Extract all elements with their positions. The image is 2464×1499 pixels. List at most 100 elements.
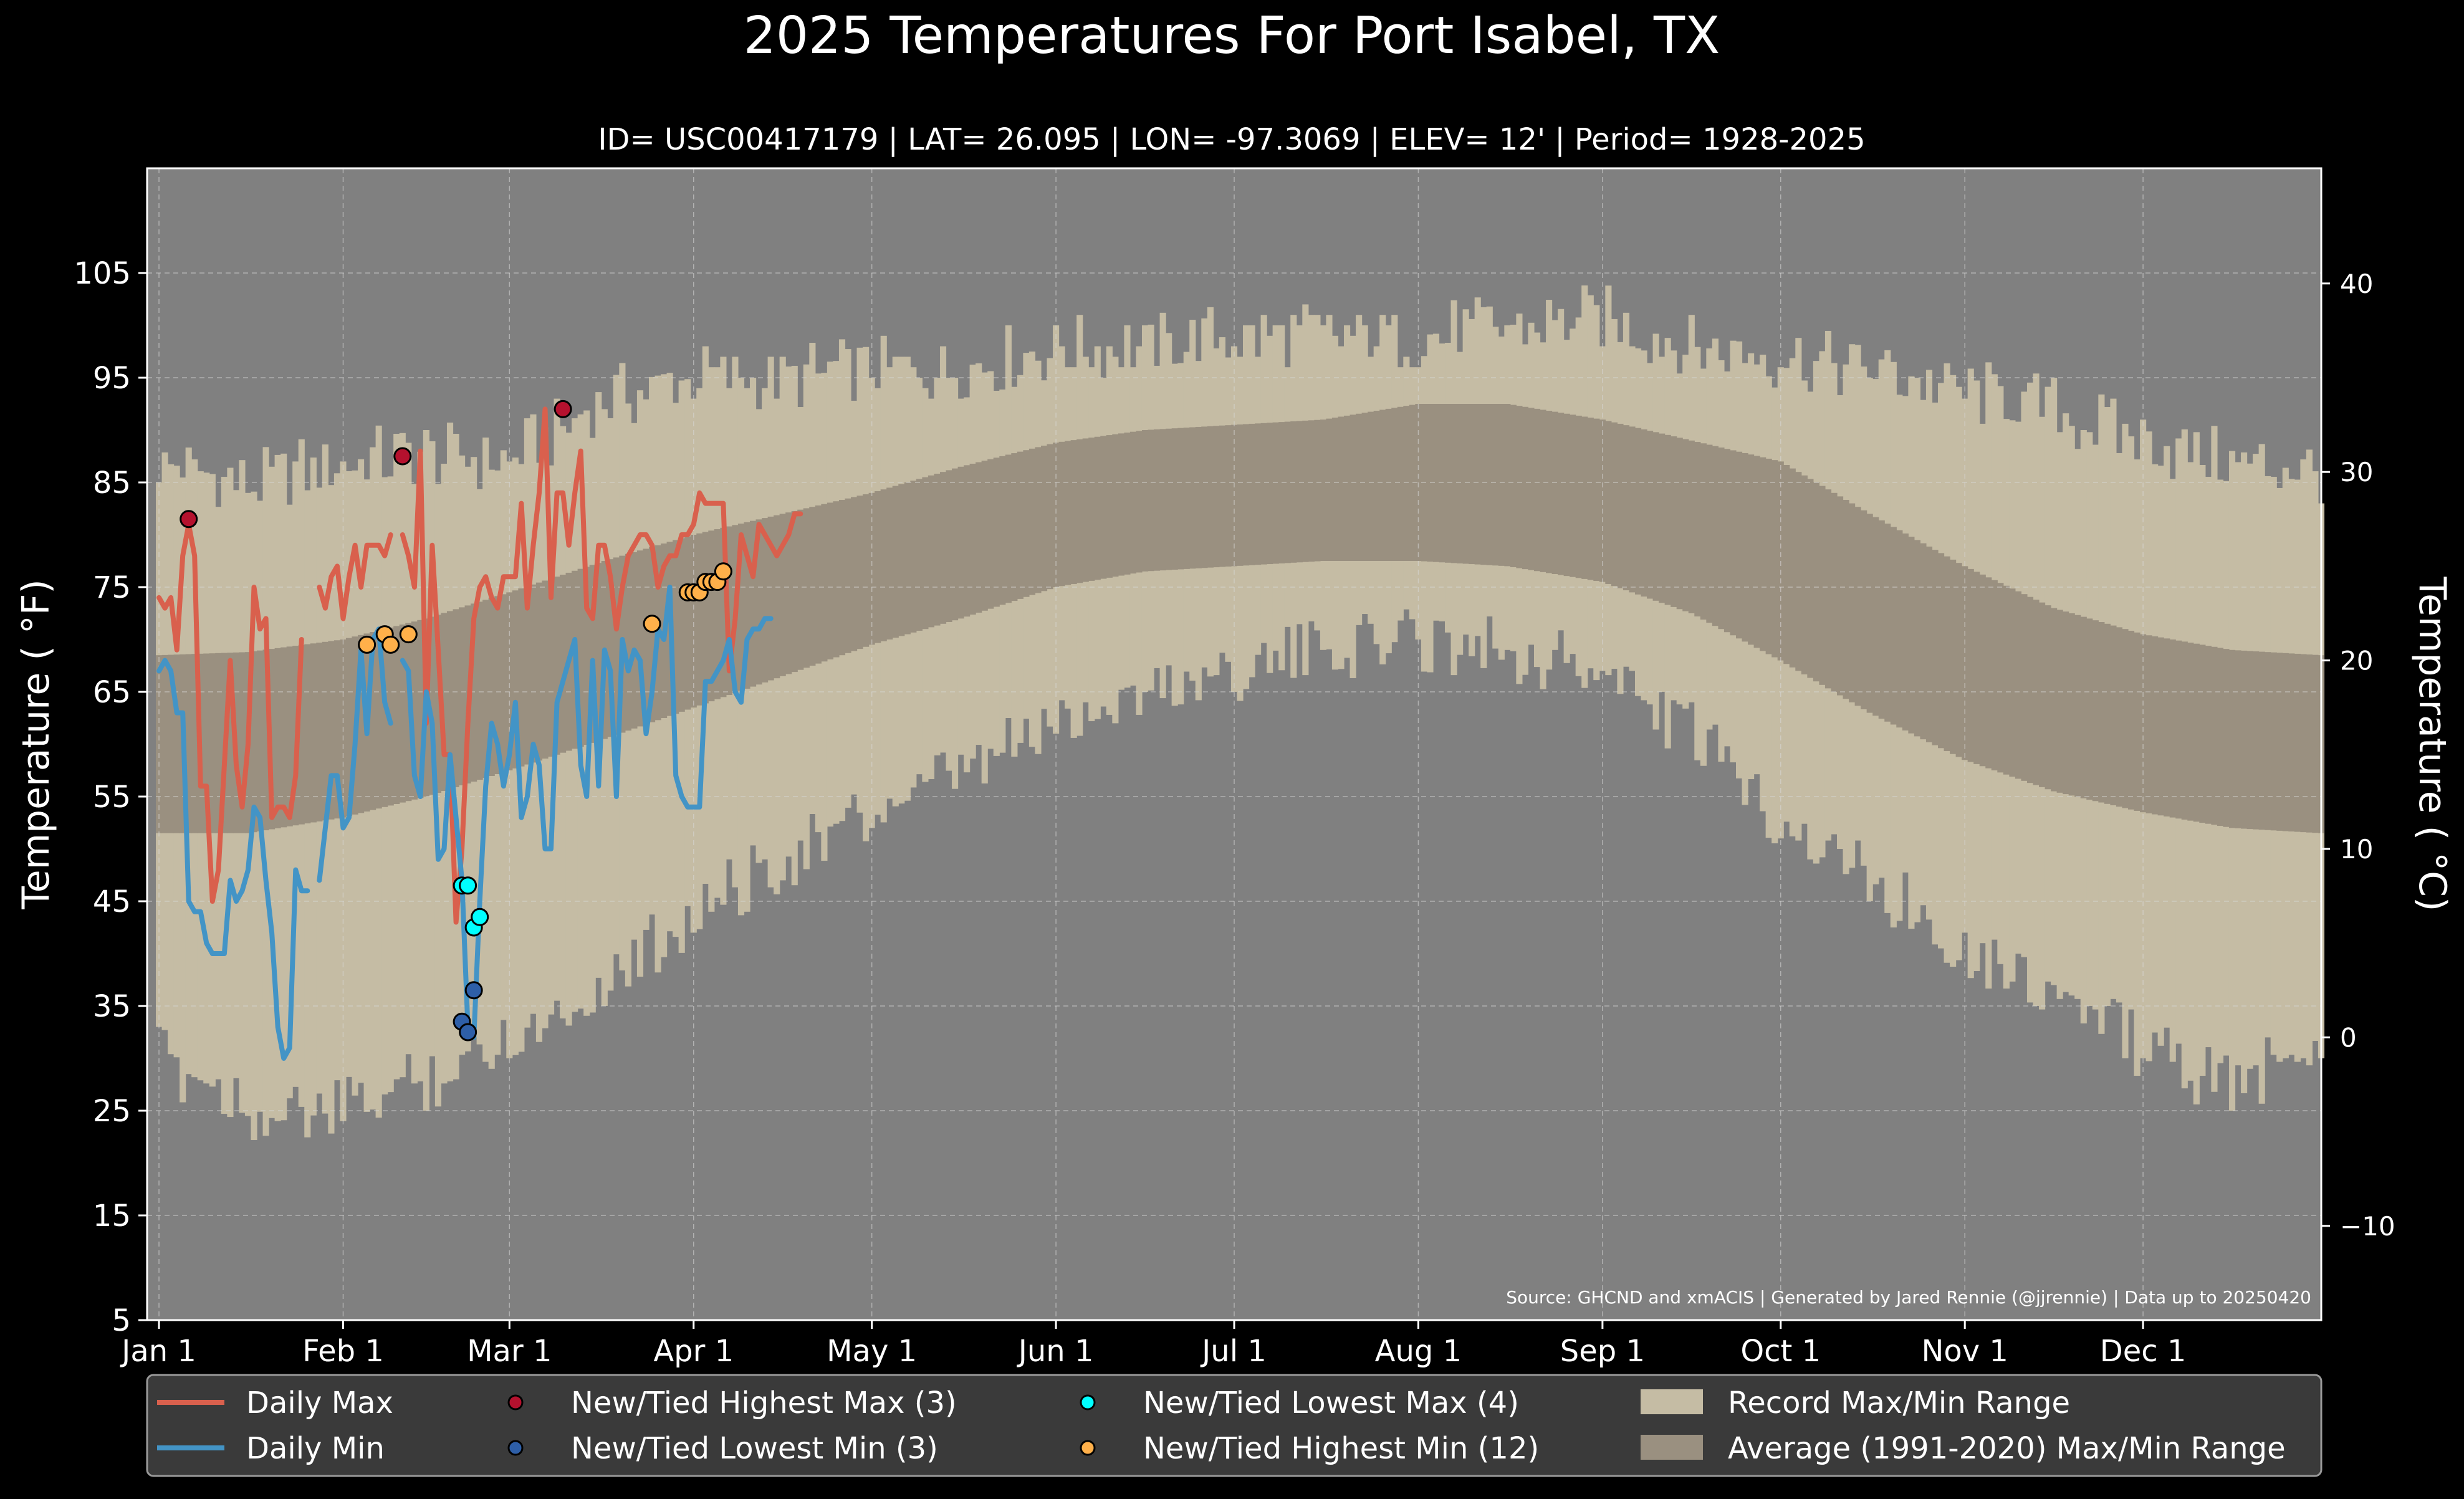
normal-range-bar [1925, 546, 1933, 742]
normal-range-bar [922, 477, 929, 630]
normal-range-bar [524, 586, 530, 765]
new-high-min-marker [643, 615, 661, 633]
normal-range-bar [2026, 596, 2034, 783]
normal-range-bar [1118, 433, 1124, 576]
normal-range-bar [868, 492, 875, 645]
legend-new-low-max-marker [1080, 1394, 1096, 1410]
new-high-min-marker [381, 635, 400, 654]
x-tick-label: May 1 [827, 1334, 917, 1369]
normal-range-bar [441, 613, 448, 791]
normal-range-bar [827, 502, 834, 659]
normal-range-bar [257, 650, 264, 831]
normal-range-bar [2294, 653, 2301, 832]
normal-range-bar [1682, 439, 1689, 611]
normal-range-bar [1522, 406, 1529, 570]
normal-range-bar [1997, 583, 2004, 773]
normal-range-bar [934, 474, 941, 626]
normal-range-bar [1076, 439, 1083, 583]
normal-range-bar [1611, 422, 1618, 587]
normal-range-bar [1462, 404, 1469, 564]
normal-range-bar [767, 516, 774, 681]
normal-range-bar [1647, 431, 1654, 599]
y-tick-label-right: 40 [2340, 269, 2373, 299]
normal-range-bar [999, 456, 1006, 605]
normal-range-bar [1028, 448, 1036, 595]
y-tick-label-right: 20 [2340, 646, 2373, 676]
legend-daily-min-label: Daily Min [246, 1431, 385, 1466]
normal-range-bar [506, 592, 513, 770]
normal-range-bar [547, 578, 555, 757]
y-tick-label-left: 95 [93, 361, 131, 396]
normal-range-bar [1991, 580, 1998, 770]
normal-range-bar [1807, 479, 1814, 678]
normal-range-bar [631, 552, 638, 729]
normal-range-bar [2228, 649, 2236, 828]
y-tick-label-left: 75 [93, 570, 131, 605]
normal-range-bar [1843, 500, 1849, 699]
normal-range-bar [1035, 447, 1042, 593]
normal-range-bar [274, 648, 281, 828]
normal-range-bar [2098, 622, 2105, 803]
normal-range-bar [1195, 426, 1202, 568]
normal-range-bar [2074, 615, 2081, 797]
normal-range-bar [2175, 640, 2182, 819]
normal-range-bar [636, 550, 644, 727]
normal-range-bar [589, 565, 596, 743]
normal-range-bar [1652, 432, 1659, 601]
x-tick-label: Sep 1 [1560, 1334, 1645, 1369]
normal-range-bar [1492, 404, 1499, 566]
normal-range-bar [2104, 623, 2111, 804]
normal-range-bar [1272, 422, 1279, 564]
x-tick-label: Jun 1 [1017, 1334, 1094, 1369]
normal-range-bar [1659, 433, 1666, 603]
normal-range-bar [1938, 553, 1945, 749]
normal-range-bar [2092, 620, 2099, 802]
daily-min-line [400, 585, 774, 1040]
normal-range-bar [2056, 610, 2063, 793]
normal-range-bar [1445, 404, 1452, 563]
normal-range-bar [1331, 418, 1339, 561]
normal-range-bar [1950, 559, 1957, 754]
daily-max-line [400, 406, 803, 925]
normal-range-bar [1225, 425, 1232, 567]
normal-range-bar [1540, 409, 1546, 572]
normal-range-bar [1878, 520, 1885, 719]
normal-range-bar [964, 465, 971, 617]
normal-range-bar [2021, 594, 2028, 781]
normal-range-bar [1148, 429, 1154, 572]
normal-range-bar [1106, 435, 1113, 578]
normal-range-bar [1688, 440, 1695, 613]
normal-range-bar [1730, 450, 1737, 636]
normal-range-bar [583, 567, 590, 745]
normal-range-bar [1409, 405, 1416, 561]
x-tick-label: Oct 1 [1740, 1334, 1821, 1369]
normal-range-bar [1338, 416, 1345, 561]
normal-range-bar [737, 524, 745, 691]
normal-range-bar [1373, 411, 1380, 561]
normal-range-bar [1528, 408, 1535, 570]
normal-range-bar [2140, 634, 2147, 813]
normal-range-bar [333, 640, 341, 819]
y-tick-label-left: 35 [93, 989, 131, 1024]
normal-range-bar [2134, 632, 2140, 811]
normal-range-bar [1058, 441, 1065, 587]
normal-range-bar [1748, 454, 1755, 645]
normal-range-bar [1267, 423, 1273, 565]
normal-range-bar [1551, 411, 1558, 574]
normal-range-bar [1813, 482, 1820, 682]
normal-range-bar [987, 459, 994, 609]
normal-range-bar [1629, 426, 1636, 593]
normal-range-bar [1356, 413, 1363, 561]
normal-range-bar [494, 596, 501, 774]
normal-range-bar [1242, 424, 1250, 566]
normal-range-bar [910, 481, 917, 633]
normal-range-bar [595, 563, 602, 741]
normal-range-bar [939, 472, 947, 624]
normal-range-bar [2127, 631, 2135, 810]
normal-range-bar [880, 489, 887, 641]
normal-range-bar [1017, 451, 1023, 599]
new-high-min-marker [399, 625, 418, 644]
normal-range-bar [1344, 415, 1351, 561]
normal-range-bar [696, 533, 703, 706]
